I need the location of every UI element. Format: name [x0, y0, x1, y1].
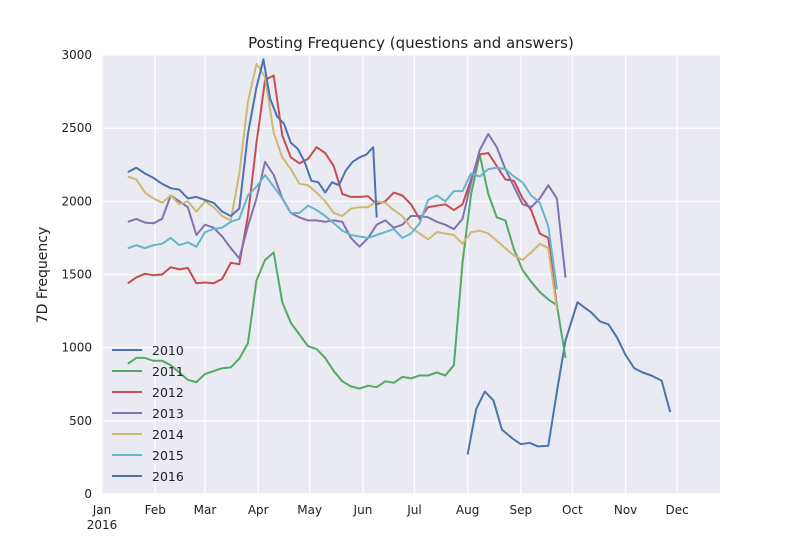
x-tick-label: Mar [194, 503, 217, 517]
x-tick-label: May [297, 503, 322, 517]
x-tick-label: Jan [92, 503, 112, 517]
x-tick-label: Sep [510, 503, 533, 517]
y-tick-label: 500 [69, 414, 92, 428]
series-line-2014 [127, 62, 558, 310]
x-tick-label: Feb [145, 503, 166, 517]
y-tick-label: 2500 [61, 121, 92, 135]
legend-label: 2015 [152, 448, 184, 463]
x-tick-label: Nov [614, 503, 637, 517]
y-tick-label: 0 [84, 487, 92, 501]
legend-label: 2011 [152, 364, 184, 379]
y-tick-labels: 0 500 1000 1500 2000 2500 3000 [61, 48, 92, 501]
series-line-2011 [127, 153, 567, 390]
legend-label: 2012 [152, 385, 184, 400]
series-line-2010 [466, 301, 672, 455]
x-tick-label: Jul [406, 503, 421, 517]
series-line-2013 [127, 133, 567, 278]
x-tick-label: Aug [456, 503, 479, 517]
series-line-2015 [127, 166, 558, 290]
series-line-2012 [127, 74, 558, 307]
x-tick-label: Dec [665, 503, 688, 517]
x-tick-label: Oct [562, 503, 583, 517]
series-lines [127, 58, 672, 455]
chart-title: Posting Frequency (questions and answers… [248, 34, 574, 52]
y-axis-label: 7D Frequency [35, 227, 51, 323]
y-tick-label: 1000 [61, 341, 92, 355]
x-tick-label: Jun [353, 503, 373, 517]
y-tick-label: 3000 [61, 48, 92, 62]
y-tick-label: 1500 [61, 268, 92, 282]
legend-label: 2013 [152, 406, 184, 421]
legend-label: 2014 [152, 427, 184, 442]
x-tick-label: Apr [248, 503, 269, 517]
legend: 2010 2011 2012 2013 2014 2015 2016 [112, 343, 184, 484]
series-line-2016 [127, 58, 378, 218]
y-tick-label: 2000 [61, 194, 92, 208]
legend-label: 2016 [152, 469, 184, 484]
legend-label: 2010 [152, 343, 184, 358]
x-tick-sublabel: 2016 [87, 518, 118, 532]
